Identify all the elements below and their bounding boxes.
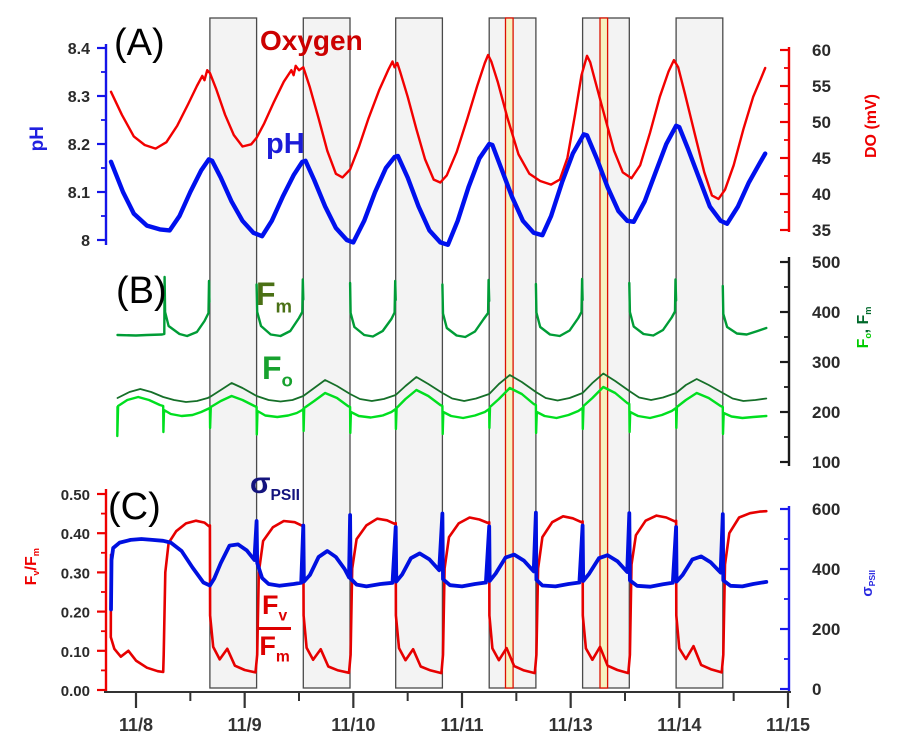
panel-b-right-axis-tick-label: 100 [812, 453, 840, 472]
panel-c-left-axis-tick-label: 0.50 [61, 487, 90, 504]
panel-a-right-axis-tick-label: 45 [812, 149, 831, 168]
ph-series-label: pH [266, 128, 305, 160]
axis-title-do: DO (mV) [863, 94, 880, 158]
highlight-band [504, 17, 514, 689]
series-Fo [116, 385, 768, 438]
highlight-band [599, 17, 609, 689]
panel-b-right-axis-tick-label: 200 [812, 403, 840, 422]
fo-label-sub: o [281, 369, 293, 391]
panel-a-right-axis-tick-label: 40 [812, 185, 831, 204]
night-band [395, 17, 444, 689]
panel-a-right-axis-tick-label: 60 [812, 41, 831, 60]
x-axis-tick-label: 11/13 [549, 715, 593, 735]
series-Fm [628, 278, 678, 337]
fm-label-base: F [256, 276, 276, 312]
panel-c-label: (C) [108, 486, 161, 528]
panel-b-right-axis-tick-label: 400 [812, 303, 840, 322]
series-pH [108, 123, 768, 247]
axis-title-fvfm: Fv/Fm [23, 548, 42, 586]
fvfm-series-label: Fv Fm [258, 592, 292, 666]
panel-c-left-axis-tick-label: 0.20 [61, 605, 90, 622]
fm-series-label: Fm [256, 278, 292, 316]
oxygen-series-label: Oxygen [260, 25, 363, 56]
panel-a-right-axis-tick-label: 35 [812, 221, 831, 240]
axis-title-sigma-psii: σPSII [859, 570, 877, 597]
panel-c-right-axis-tick-label: 200 [812, 620, 840, 639]
series-Fm [255, 278, 305, 338]
fvfm-label-numerator: Fv [258, 592, 292, 631]
series-Oxygen (DO) [109, 53, 767, 201]
panel-a-label: (A) [114, 22, 165, 64]
panel-a-left-axis-tick-label: 8.4 [68, 41, 90, 58]
fm-label-sub: m [275, 295, 293, 317]
fo-label-base: F [262, 350, 282, 386]
panel-a-left-axis-tick-label: 8 [81, 233, 90, 250]
axis-title-ph: pH [27, 126, 48, 152]
series-Fm [116, 275, 211, 338]
panel-b-label: (B) [116, 270, 167, 312]
axis-title-fo-fm: Fo, Fm [855, 306, 874, 349]
panel-c-right-axis-tick-label: 0 [812, 680, 821, 699]
panel-c-right-axis-tick-label: 400 [812, 560, 840, 579]
night-band [209, 17, 258, 689]
panel-a-right-axis-tick-label: 50 [812, 113, 831, 132]
x-axis-tick-label: 11/9 [228, 715, 262, 735]
panel-c-left-axis-tick-label: 0.40 [61, 526, 90, 543]
x-axis-tick-label: 11/11 [440, 715, 483, 735]
panel-c-left-axis-tick-label: 0.30 [61, 565, 90, 582]
panel-c-right-axis-tick-label: 600 [812, 500, 840, 519]
x-axis-tick-label: 11/10 [331, 715, 375, 735]
series-Fm [348, 279, 397, 338]
panel-b-right-axis-tick-label: 300 [812, 353, 840, 372]
night-band [675, 17, 724, 689]
panel-c-left-axis-tick-label: 0.10 [61, 644, 90, 661]
panel-b-right-axis-tick-label: 500 [812, 253, 840, 272]
sigma-label-sub: PSII [270, 487, 300, 504]
panel-a-left-axis-tick-label: 8.1 [68, 185, 90, 202]
panel-a-left-axis-tick-label: 8.3 [68, 89, 90, 106]
panel-c-left-axis-tick-label: 0.00 [61, 683, 90, 700]
series-Fo (dark) [116, 372, 768, 403]
series-σPSII [109, 510, 769, 612]
panel-a-right-axis-tick-label: 55 [812, 77, 831, 96]
sigma-series-label: σPSII [250, 469, 300, 504]
x-axis-tick-label: 11/14 [657, 715, 701, 735]
axis-title-fo-part: Fo [855, 332, 874, 349]
night-band [302, 17, 351, 689]
sigma-label-base: σ [250, 467, 271, 500]
series-Fm [534, 277, 584, 338]
x-axis-tick-label: 11/15 [766, 715, 810, 735]
panel-a-left-axis-tick-label: 8.2 [68, 137, 90, 154]
x-axis-tick-label: 11/8 [119, 715, 153, 735]
fvfm-label-denominator: Fm [259, 631, 290, 666]
series-Fm [441, 278, 491, 339]
series-Fm [721, 284, 768, 336]
axis-title-fm-part: , Fm [855, 306, 874, 333]
fo-series-label: Fo [262, 352, 293, 390]
